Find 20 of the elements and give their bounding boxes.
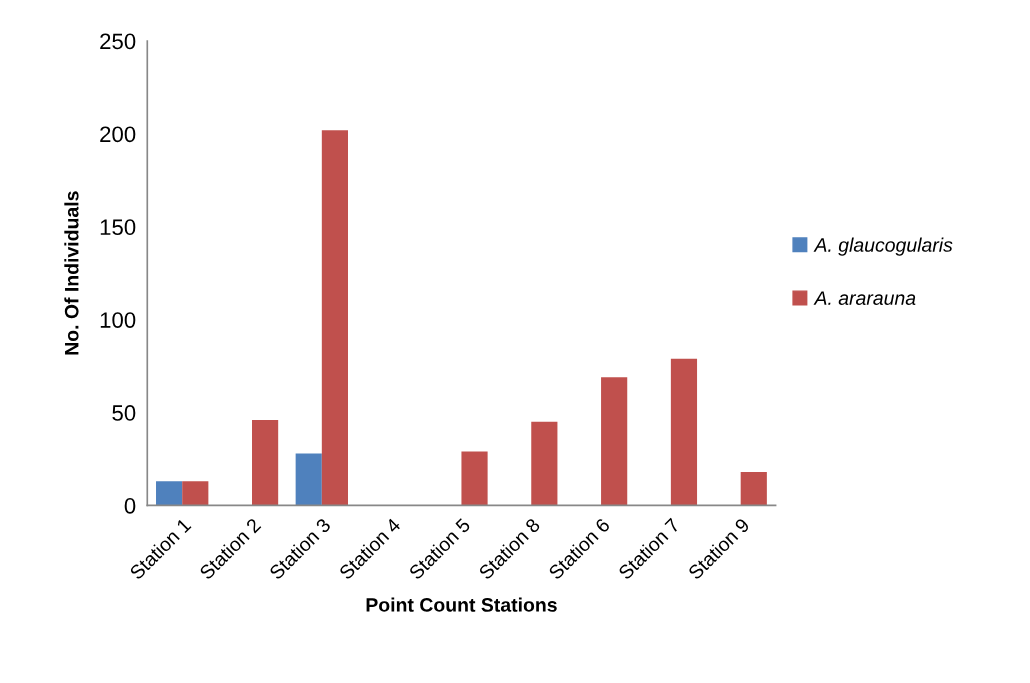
bar (182, 481, 209, 506)
y-tick-label: 50 (112, 405, 136, 421)
legend-label: A. ararauna (813, 291, 916, 305)
bar (156, 481, 183, 506)
y-tick-label: 150 (100, 219, 136, 236)
y-tick-label: 100 (100, 312, 136, 328)
x-axis-title: Point Count Stations (366, 597, 557, 612)
bar (252, 419, 279, 506)
bar (295, 453, 322, 506)
y-tick-label: 250 (100, 33, 136, 50)
y-axis-title: No. Of Individuals (64, 191, 79, 355)
bar (461, 451, 488, 506)
bar (531, 421, 558, 506)
legend-label: A. glaucogularis (813, 237, 953, 256)
bar (740, 471, 767, 506)
y-tick-label: 200 (100, 126, 136, 143)
bar (321, 130, 348, 506)
bar (601, 377, 628, 506)
bar (670, 358, 698, 506)
y-tick-label: 0 (124, 497, 136, 514)
